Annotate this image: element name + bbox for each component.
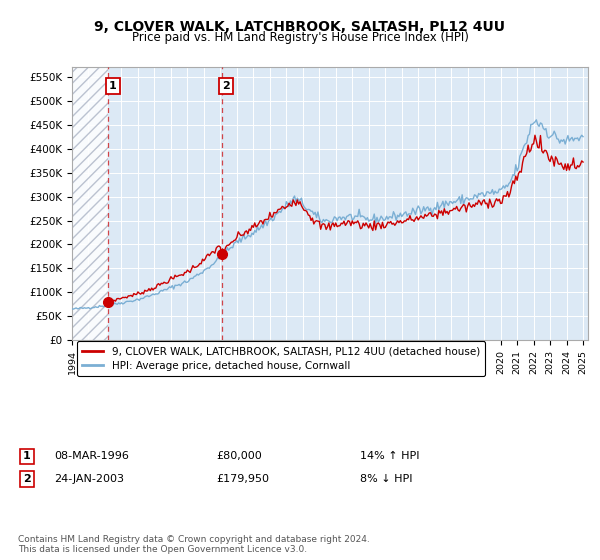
Text: 14% ↑ HPI: 14% ↑ HPI: [360, 451, 419, 461]
Text: £179,950: £179,950: [216, 474, 269, 484]
Text: 2: 2: [23, 474, 31, 484]
Text: £80,000: £80,000: [216, 451, 262, 461]
Text: 1: 1: [109, 81, 117, 91]
Text: 2: 2: [223, 81, 230, 91]
Text: 08-MAR-1996: 08-MAR-1996: [54, 451, 129, 461]
Text: 8% ↓ HPI: 8% ↓ HPI: [360, 474, 413, 484]
Text: Contains HM Land Registry data © Crown copyright and database right 2024.
This d: Contains HM Land Registry data © Crown c…: [18, 535, 370, 554]
Text: 24-JAN-2003: 24-JAN-2003: [54, 474, 124, 484]
Text: 9, CLOVER WALK, LATCHBROOK, SALTASH, PL12 4UU: 9, CLOVER WALK, LATCHBROOK, SALTASH, PL1…: [95, 20, 505, 34]
Legend: 9, CLOVER WALK, LATCHBROOK, SALTASH, PL12 4UU (detached house), HPI: Average pri: 9, CLOVER WALK, LATCHBROOK, SALTASH, PL1…: [77, 341, 485, 376]
Text: Price paid vs. HM Land Registry's House Price Index (HPI): Price paid vs. HM Land Registry's House …: [131, 31, 469, 44]
Text: 1: 1: [23, 451, 31, 461]
